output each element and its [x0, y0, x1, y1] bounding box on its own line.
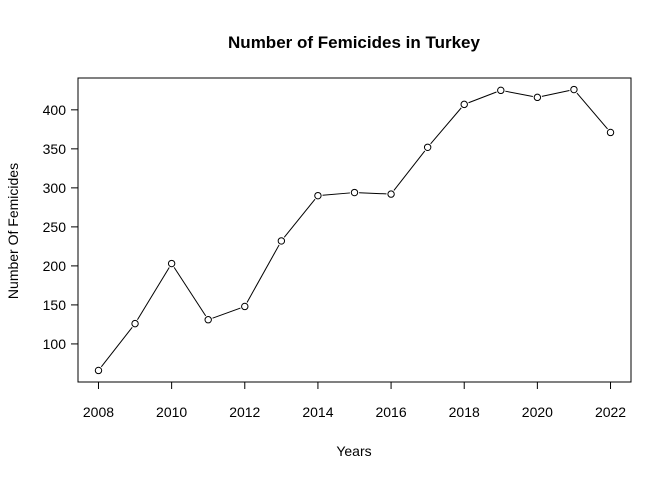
x-tick-label: 2018 — [449, 404, 480, 420]
y-tick-label: 400 — [43, 102, 67, 118]
series-line-segment — [212, 307, 241, 319]
y-tick-label: 300 — [43, 180, 67, 196]
series-line-segment — [430, 107, 462, 145]
series-line-segment — [100, 326, 133, 368]
data-point — [277, 237, 286, 245]
data-point — [204, 316, 212, 324]
series-line-segment — [173, 267, 207, 317]
series-femicides — [94, 85, 615, 375]
y-tick-label: 150 — [43, 297, 67, 313]
data-point — [314, 191, 322, 200]
y-tick-label: 200 — [43, 258, 67, 274]
y-axis-label: Number Of Femicides — [5, 163, 21, 299]
y-tick-label: 100 — [43, 336, 67, 352]
series-line-segment — [322, 192, 350, 196]
data-point — [167, 259, 176, 268]
series-line-segment — [505, 90, 533, 97]
x-axis-label: Years — [336, 443, 371, 459]
data-point — [606, 128, 615, 137]
series-line-segment — [393, 150, 426, 191]
plot-frame — [77, 77, 632, 383]
series-line-segment — [359, 192, 387, 195]
data-point — [94, 366, 103, 375]
series-line-segment — [283, 198, 316, 238]
x-ticks: 2008 2010 2012 2014 2016 2018 2020 2022 — [83, 382, 626, 420]
x-tick-label: 2022 — [595, 404, 626, 420]
x-tick-label: 2008 — [83, 404, 114, 420]
data-point — [387, 190, 395, 198]
series-line-segment — [576, 92, 608, 130]
x-axis: 2008 2010 2012 2014 2016 2018 2020 2022 — [83, 381, 626, 420]
data-point — [460, 100, 468, 109]
data-point — [570, 85, 578, 94]
series-line-segment — [246, 244, 280, 303]
data-point — [423, 143, 432, 151]
data-point — [241, 302, 249, 311]
series-line-segment — [137, 267, 170, 320]
y-ticks: 100 150 200 250 300 350 400 — [43, 102, 78, 352]
y-axis: 100 150 200 250 300 350 400 — [43, 102, 79, 352]
y-tick-label: 350 — [43, 141, 67, 157]
series-line-segment — [468, 91, 497, 104]
x-tick-label: 2014 — [302, 404, 333, 420]
x-tick-label: 2020 — [522, 404, 553, 420]
x-tick-label: 2016 — [375, 404, 406, 420]
x-tick-label: 2012 — [229, 404, 260, 420]
y-tick-label: 250 — [43, 219, 67, 235]
data-point — [533, 93, 542, 102]
x-tick-label: 2010 — [156, 404, 187, 420]
data-point — [131, 319, 139, 328]
series-line-segment — [541, 90, 570, 97]
data-point — [497, 86, 505, 95]
chart-title: Number of Femicides in Turkey — [228, 33, 480, 52]
data-point — [350, 188, 359, 197]
